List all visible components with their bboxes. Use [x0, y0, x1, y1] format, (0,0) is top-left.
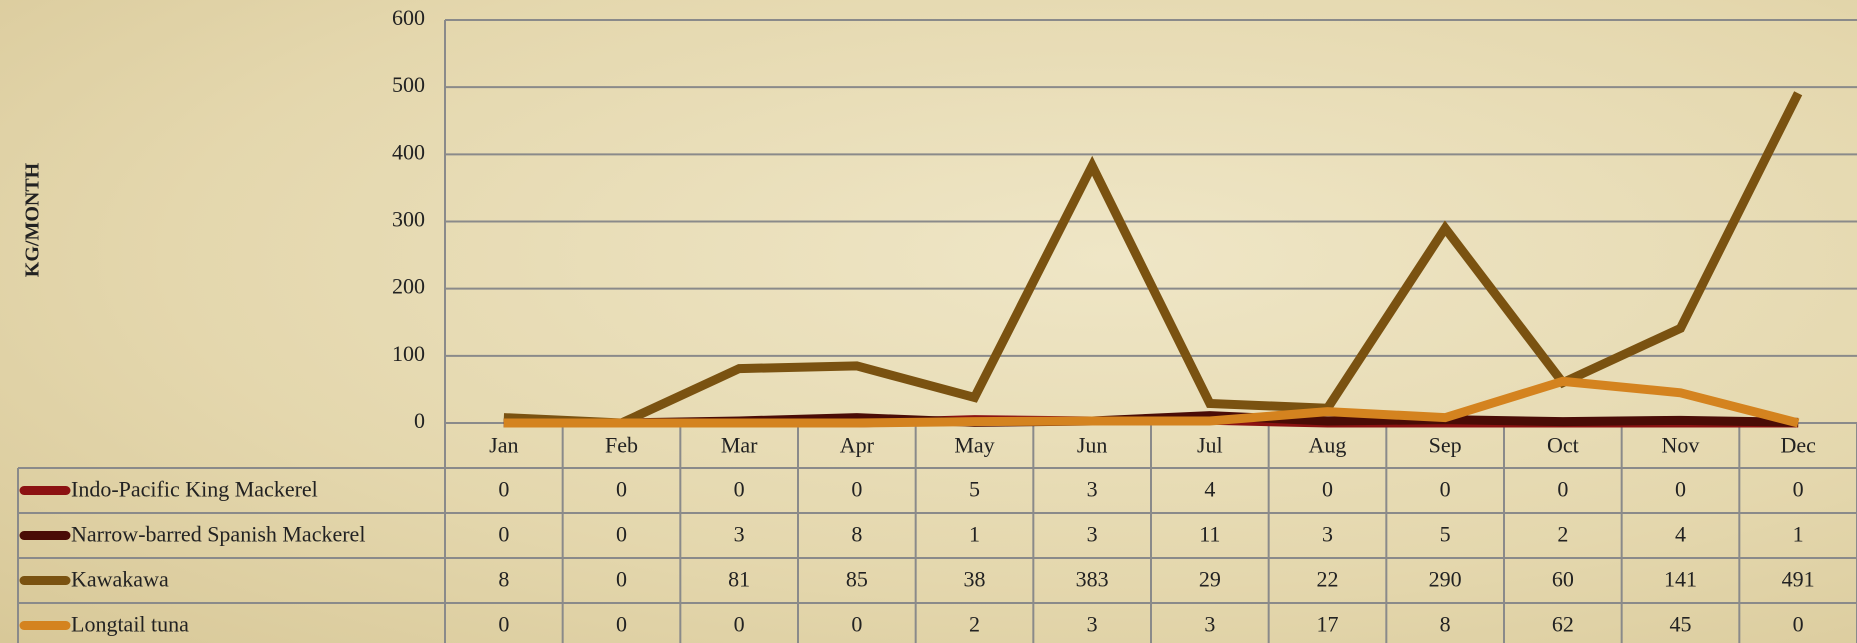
table-cell: 0 — [498, 612, 509, 637]
table-cell: 0 — [851, 477, 862, 502]
table-cell: 11 — [1199, 522, 1220, 547]
table-cell: 29 — [1199, 567, 1221, 592]
y-axis-label: KG/MONTH — [22, 162, 44, 277]
table-cell: 17 — [1317, 612, 1339, 637]
table-cell: 290 — [1429, 567, 1462, 592]
table-cell: 60 — [1552, 567, 1574, 592]
table-cell: 3 — [1087, 522, 1098, 547]
y-tick-label: 100 — [392, 341, 425, 366]
legend-label: Indo-Pacific King Mackerel — [71, 477, 318, 502]
table-cell: 0 — [734, 612, 745, 637]
table-cell: 85 — [846, 567, 868, 592]
x-tick-label: Sep — [1429, 433, 1462, 458]
table-cell: 3 — [1087, 612, 1098, 637]
x-tick-label: Nov — [1662, 433, 1700, 458]
table-cell: 0 — [616, 477, 627, 502]
table-cell: 141 — [1664, 567, 1697, 592]
table-cell: 0 — [1322, 477, 1333, 502]
y-tick-label: 600 — [392, 5, 425, 30]
x-tick-label: Oct — [1547, 433, 1579, 458]
table-cell: 2 — [969, 612, 980, 637]
x-tick-label: Aug — [1309, 433, 1347, 458]
table-cell: 2 — [1557, 522, 1568, 547]
table-cell: 0 — [1557, 477, 1568, 502]
y-tick-label: 500 — [392, 72, 425, 97]
table-cell: 0 — [1440, 477, 1451, 502]
table-cell: 5 — [969, 477, 980, 502]
table-cell: 0 — [616, 522, 627, 547]
x-tick-label: Apr — [840, 433, 875, 458]
table-cell: 8 — [498, 567, 509, 592]
table-cell: 38 — [964, 567, 986, 592]
table-cell: 5 — [1440, 522, 1451, 547]
table-cell: 45 — [1670, 612, 1692, 637]
table-cell: 0 — [734, 477, 745, 502]
table-cell: 0 — [498, 477, 509, 502]
y-tick-label: 400 — [392, 139, 425, 164]
x-tick-label: Jul — [1197, 433, 1223, 458]
x-tick-label: Dec — [1780, 433, 1816, 458]
x-tick-label: Mar — [721, 433, 758, 458]
y-tick-label: 200 — [392, 274, 425, 299]
y-tick-label: 300 — [392, 207, 425, 232]
table-cell: 62 — [1552, 612, 1574, 637]
table-cell: 0 — [1675, 477, 1686, 502]
table-cell: 8 — [1440, 612, 1451, 637]
table-cell: 3 — [734, 522, 745, 547]
table-cell: 3 — [1322, 522, 1333, 547]
table-cell: 3 — [1087, 477, 1098, 502]
table-cell: 0 — [616, 612, 627, 637]
table-cell: 1 — [1793, 522, 1804, 547]
x-tick-label: Feb — [605, 433, 638, 458]
table-cell: 4 — [1675, 522, 1686, 547]
table-cell: 491 — [1782, 567, 1815, 592]
table-cell: 81 — [728, 567, 750, 592]
table-cell: 1 — [969, 522, 980, 547]
table-cell: 4 — [1204, 477, 1215, 502]
series-line — [503, 91, 1803, 428]
x-tick-label: May — [954, 433, 994, 458]
series-line — [503, 376, 1800, 428]
x-tick-label: Jan — [489, 433, 518, 458]
table-cell: 0 — [1793, 477, 1804, 502]
table-cell: 0 — [498, 522, 509, 547]
table-cell: 0 — [616, 567, 627, 592]
y-tick-label: 0 — [414, 408, 425, 433]
legend-label: Kawakawa — [71, 567, 169, 592]
table-cell: 0 — [851, 612, 862, 637]
x-tick-label: Jun — [1077, 433, 1108, 458]
table-cell: 383 — [1076, 567, 1109, 592]
table-cell: 8 — [851, 522, 862, 547]
table-cell: 0 — [1793, 612, 1804, 637]
table-cell: 3 — [1204, 612, 1215, 637]
legend-label: Narrow-barred Spanish Mackerel — [71, 522, 365, 547]
legend-label: Longtail tuna — [71, 612, 189, 637]
table-cell: 22 — [1317, 567, 1339, 592]
